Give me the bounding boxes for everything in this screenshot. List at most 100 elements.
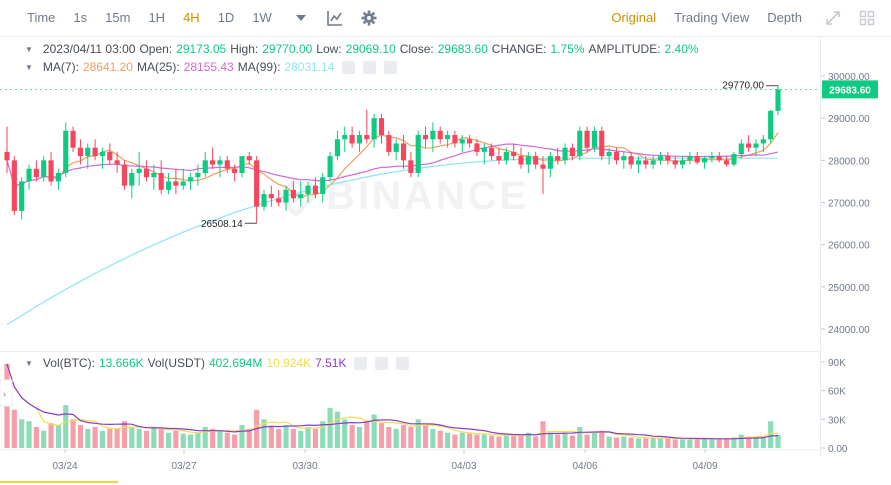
candle-body xyxy=(246,156,252,161)
candle-body xyxy=(768,110,774,140)
volume-bar xyxy=(173,430,179,448)
volume-bar xyxy=(474,434,480,448)
indicator-settings-icon[interactable] xyxy=(363,60,377,74)
date-axis-label: 04/03 xyxy=(451,461,476,472)
candle-datetime: 2023/04/11 03:00 xyxy=(42,42,136,56)
candle-body xyxy=(99,151,106,157)
volume-bar xyxy=(540,421,546,448)
volume-bar xyxy=(430,428,436,448)
candle-body xyxy=(687,156,693,161)
volume-bar xyxy=(731,437,737,448)
change-label: CHANGE: xyxy=(491,42,547,56)
collapse-caret-icon[interactable]: ▼ xyxy=(25,62,33,72)
volume-bar xyxy=(121,421,128,448)
volume-bar xyxy=(415,419,421,448)
close-label: Close: xyxy=(399,42,434,56)
candle-body xyxy=(70,130,76,148)
candle-body xyxy=(518,156,524,165)
more-intervals-dropdown-icon[interactable] xyxy=(287,0,315,36)
volume-bar xyxy=(635,438,642,448)
indicator-chart-icon[interactable] xyxy=(321,0,349,36)
ohlc-info-line: ▼ 2023/04/11 03:00 Open: 29173.05 High: … xyxy=(25,42,699,56)
volume-bar xyxy=(378,423,385,448)
indicator-settings-icon[interactable] xyxy=(375,356,389,370)
volume-bar xyxy=(452,434,458,448)
candle-body xyxy=(657,156,664,161)
volume-bar xyxy=(305,426,311,448)
volume-bar xyxy=(210,428,216,448)
candle-body xyxy=(525,156,531,165)
settings-gear-icon[interactable] xyxy=(355,0,383,36)
volume-bar xyxy=(459,432,465,448)
amplitude-value: 2.40% xyxy=(664,42,699,56)
candle-body xyxy=(577,130,583,157)
candle-body xyxy=(342,135,348,140)
volume-axis-label: 90K xyxy=(828,358,846,369)
candle-body xyxy=(555,156,561,161)
interval-1s[interactable]: 1s xyxy=(73,10,88,25)
interval-1d[interactable]: 1D xyxy=(217,10,235,25)
candle-body xyxy=(188,177,194,182)
remove-indicator-icon[interactable] xyxy=(396,356,410,370)
candle-body xyxy=(77,147,83,157)
candle-body xyxy=(298,194,304,199)
volume-bar xyxy=(481,434,487,448)
candle-body xyxy=(268,194,274,199)
pane-separator xyxy=(0,351,820,352)
price-axis-label: 25000.00 xyxy=(828,283,870,294)
candle-body xyxy=(364,135,370,140)
candle-body xyxy=(92,147,98,157)
pane-expand-handle xyxy=(0,379,13,407)
candle-body xyxy=(437,130,443,140)
view-depth[interactable]: Depth xyxy=(767,10,802,25)
view-selector: Original Trading View Depth xyxy=(602,0,891,36)
kline-chart[interactable]: BINANCE 30000.00 29000.00 28000.00 27000.00… xyxy=(0,37,891,485)
candle-body xyxy=(613,151,620,161)
volume-bar xyxy=(643,438,649,448)
interval-15m[interactable]: 15m xyxy=(105,10,131,25)
visibility-toggle-icon[interactable] xyxy=(342,60,356,74)
volume-bar xyxy=(621,436,627,448)
candle-body xyxy=(356,135,363,144)
visibility-toggle-icon[interactable] xyxy=(354,356,368,370)
interval-time[interactable]: Time xyxy=(27,10,56,25)
view-original[interactable]: Original xyxy=(611,10,657,25)
candle-body xyxy=(621,156,627,161)
volume-bar xyxy=(606,436,612,448)
volume-bar xyxy=(445,432,451,448)
volume-bar xyxy=(679,439,686,448)
high-value: 29770.00 xyxy=(262,42,313,56)
candle-body xyxy=(702,158,708,163)
layout-grid-icon[interactable] xyxy=(853,0,881,36)
volume-bar xyxy=(136,428,142,448)
candle-body xyxy=(635,160,642,165)
fullscreen-expand-icon[interactable] xyxy=(819,0,847,36)
volume-bar xyxy=(158,428,164,448)
candle-body xyxy=(430,130,436,140)
remove-indicator-icon[interactable] xyxy=(384,60,398,74)
price-axis-border xyxy=(820,37,821,457)
volume-bar xyxy=(283,425,289,448)
collapse-caret-icon[interactable]: ▼ xyxy=(25,44,33,54)
scroll-indicator[interactable] xyxy=(0,481,118,483)
candle-body xyxy=(599,130,605,157)
candle-body xyxy=(540,164,546,169)
volume-bar xyxy=(665,438,671,448)
candle-body xyxy=(151,172,157,178)
toolbar-divider xyxy=(0,36,891,37)
high-marker-label: 29770.00 xyxy=(722,81,764,92)
view-trading-view[interactable]: Trading View xyxy=(674,10,750,25)
candle-body xyxy=(422,135,429,140)
vol-usdt-value: 402.694M xyxy=(209,356,263,370)
volume-bar xyxy=(562,432,568,448)
low-value: 29069.10 xyxy=(345,42,396,56)
candle-body xyxy=(85,147,91,157)
interval-1w[interactable]: 1W xyxy=(252,10,272,25)
candle-body xyxy=(400,143,407,161)
candle-body xyxy=(4,151,10,161)
price-axis-label: 30000.00 xyxy=(828,72,870,83)
collapse-caret-icon[interactable]: ▼ xyxy=(25,358,33,368)
watermark-text: BINANCE xyxy=(326,174,529,218)
interval-4h[interactable]: 4H xyxy=(183,10,200,25)
interval-1h[interactable]: 1H xyxy=(148,10,166,25)
